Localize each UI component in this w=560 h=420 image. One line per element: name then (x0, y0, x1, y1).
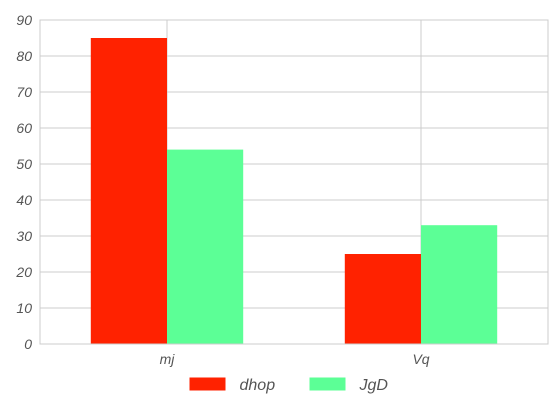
y-tick-label: 30 (16, 228, 32, 244)
y-tick-label: 70 (16, 84, 32, 100)
x-tick-label: mj (160, 351, 176, 367)
y-tick-label: 90 (16, 12, 32, 28)
x-tick-label: Vq (412, 351, 429, 367)
legend: dhop JgD (189, 377, 389, 394)
bar-JgD-Vq (421, 225, 498, 344)
x-axis-ticks: mj Vq (160, 351, 430, 367)
y-tick-label: 40 (16, 192, 32, 208)
legend-label-JgD: JgD (359, 377, 389, 394)
bar-JgD-mj (167, 149, 244, 344)
bar-dhop-Vq (344, 254, 421, 344)
legend-label-dhop: dhop (240, 377, 276, 394)
y-tick-label: 20 (15, 264, 32, 280)
bar-dhop-mj (90, 38, 167, 344)
plot-frame (39, 19, 549, 345)
y-tick-label: 80 (16, 48, 32, 64)
y-tick-label: 0 (24, 336, 32, 352)
legend-swatch-JgD (309, 377, 346, 391)
y-tick-label: 50 (16, 156, 32, 172)
y-tick-label: 60 (16, 120, 32, 136)
y-axis-ticks: 0 10 20 30 40 50 60 70 80 90 (15, 12, 32, 352)
y-tick-label: 10 (16, 300, 32, 316)
legend-swatch-dhop (189, 377, 226, 391)
bars (90, 38, 498, 344)
